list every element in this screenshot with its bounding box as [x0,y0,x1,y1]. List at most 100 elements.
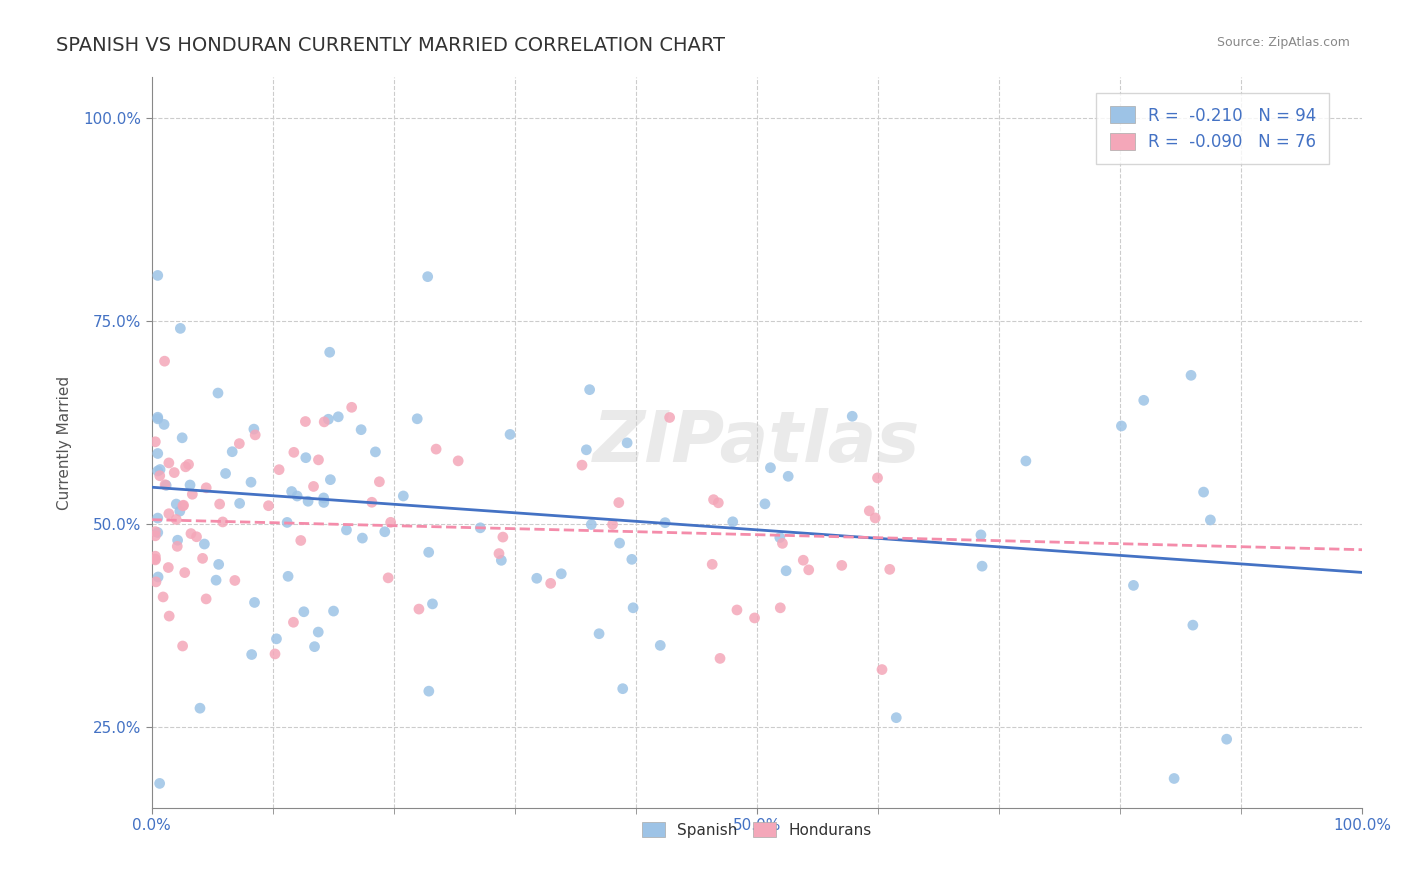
Point [157,456,180,470]
Point [146,525,169,540]
Point [146,412,169,426]
Point [188,701,211,715]
Point [146,410,169,425]
Point [264,647,287,661]
Point [775,564,797,578]
Point [302,479,325,493]
Point [172,499,194,513]
Point [870,663,893,677]
Point [157,507,180,521]
Point [792,553,814,567]
Point [283,445,305,459]
Point [243,595,266,609]
Point [377,571,399,585]
Point [620,552,643,566]
Point [166,540,188,554]
Text: SPANISH VS HONDURAN CURRENTLY MARRIED CORRELATION CHART: SPANISH VS HONDURAN CURRENTLY MARRIED CO… [56,36,725,54]
Point [180,526,202,541]
Point [759,460,782,475]
Point [143,524,166,539]
Point [149,462,172,476]
Legend: Spanish, Hondurans: Spanish, Hondurans [636,815,877,844]
Point [703,492,725,507]
Point [143,529,166,543]
Point [769,600,792,615]
Point [269,463,291,477]
Point [470,521,492,535]
Point [408,602,430,616]
Point [866,471,889,485]
Point [970,559,993,574]
Point [146,446,169,460]
Point [146,511,169,525]
Point [165,512,187,526]
Point [191,551,214,566]
Point [308,453,330,467]
Point [179,478,201,492]
Point [447,454,470,468]
Point [211,515,233,529]
Point [1132,393,1154,408]
Point [797,563,820,577]
Point [654,516,676,530]
Point [884,711,907,725]
Point [416,269,439,284]
Point [575,442,598,457]
Point [769,531,792,545]
Point [208,497,231,511]
Point [491,553,513,567]
Point [754,497,776,511]
Point [392,489,415,503]
Point [177,458,200,472]
Point [335,523,357,537]
Point [607,495,630,509]
Point [707,496,730,510]
Point [328,409,350,424]
Point [195,481,218,495]
Point [163,466,186,480]
Point [550,566,572,581]
Point [970,528,993,542]
Point [1111,419,1133,434]
Point [172,639,194,653]
Point [146,570,169,584]
Point [368,475,391,489]
Point [612,681,634,696]
Point [1163,772,1185,786]
Point [276,516,298,530]
Point [297,494,319,508]
Point [1215,732,1237,747]
Point [146,464,169,478]
Point [499,427,522,442]
Point [1015,454,1038,468]
Point [143,553,166,567]
Point [863,511,886,525]
Point [169,504,191,518]
Point [240,648,263,662]
Point [526,571,548,585]
Point [650,639,672,653]
Point [1180,368,1202,383]
Point [540,576,562,591]
Point [245,428,267,442]
Point [277,569,299,583]
Y-axis label: Currently Married: Currently Married [58,376,72,509]
Point [744,611,766,625]
Point [314,415,336,429]
Point [702,558,724,572]
Point [174,459,197,474]
Point [312,491,335,505]
Point [709,651,731,665]
Point [240,475,263,490]
Point [143,552,166,566]
Point [165,497,187,511]
Point [149,468,172,483]
Point [294,415,316,429]
Point [406,411,429,425]
Point [492,530,515,544]
Point [425,442,447,456]
Point [173,566,195,580]
Point [1192,485,1215,500]
Point [166,533,188,548]
Point [152,590,174,604]
